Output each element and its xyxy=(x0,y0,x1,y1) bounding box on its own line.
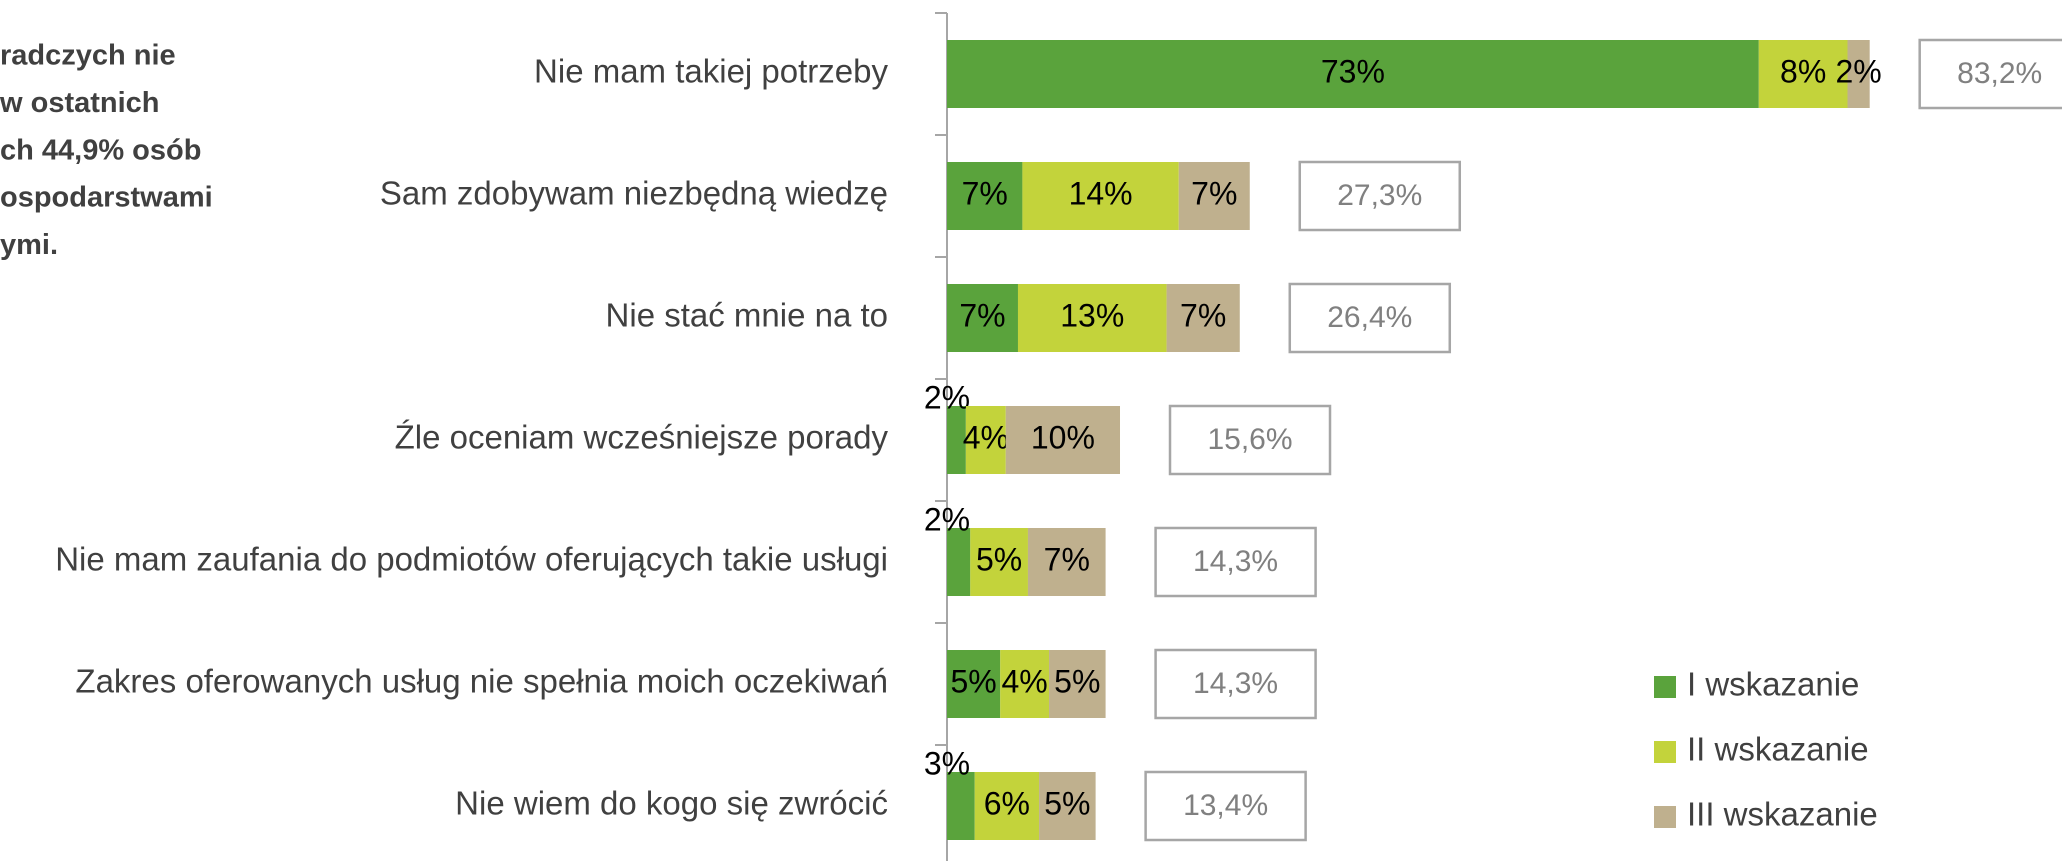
bar-segment xyxy=(970,528,1028,596)
legend-swatch xyxy=(1654,806,1676,828)
value-label: 4% xyxy=(963,419,1009,455)
total-box xyxy=(1154,648,1317,720)
legend-label: III wskazanie xyxy=(1687,796,1878,833)
total-box xyxy=(1154,526,1317,598)
value-label: 6% xyxy=(984,785,1030,821)
value-label: 7% xyxy=(962,175,1008,211)
annotation: ymi. xyxy=(0,229,58,261)
value-label: 8% xyxy=(1780,53,1826,89)
value-label: 5% xyxy=(1044,785,1090,821)
bar-segment xyxy=(1027,528,1106,596)
value-label: 4% xyxy=(1002,663,1048,699)
value-label: 7% xyxy=(959,297,1005,333)
total-label: 83,2% xyxy=(1957,57,2042,90)
total-box xyxy=(1298,160,1462,232)
value-label: 2% xyxy=(924,501,970,537)
bar-segment xyxy=(974,772,1040,840)
value-label: 7% xyxy=(1191,175,1237,211)
bar-segment xyxy=(947,162,1023,230)
bar-segment xyxy=(947,650,1001,718)
value-label: 3% xyxy=(924,745,970,781)
total-label: 26,4% xyxy=(1327,301,1412,334)
legend-swatch xyxy=(1654,676,1676,698)
bar-segment xyxy=(947,406,966,474)
bar-segment xyxy=(947,772,975,840)
bar-segment xyxy=(1758,40,1848,108)
bar-segment xyxy=(947,284,1018,352)
category-label: Nie stać mnie na to xyxy=(606,297,888,334)
total-box xyxy=(1144,770,1307,842)
legend-label: I wskazanie xyxy=(1687,666,1859,703)
legend-label: II wskazanie xyxy=(1687,731,1869,768)
category-label: Nie mam zaufania do podmiotów oferującyc… xyxy=(55,541,888,578)
value-label: 13% xyxy=(1060,297,1124,333)
legend-swatch xyxy=(1654,741,1676,763)
total-label: 15,6% xyxy=(1207,423,1292,456)
category-label: Sam zdobywam niezbędną wiedzę xyxy=(380,175,888,212)
annotation: radczych nie xyxy=(0,40,176,72)
category-label: Źle oceniam wcześniejsze porady xyxy=(395,419,889,456)
annotation: w ostatnich xyxy=(0,87,160,119)
bar-segment xyxy=(947,40,1759,108)
bar-segment xyxy=(1847,40,1870,108)
category-label: Zakres oferowanych usług nie spełnia moi… xyxy=(75,663,888,700)
total-box xyxy=(1918,38,2062,110)
bar-segment xyxy=(1049,650,1106,718)
bar-segment xyxy=(1178,162,1250,230)
value-label: 5% xyxy=(976,541,1022,577)
bar-segment xyxy=(1005,406,1121,474)
bar-segment xyxy=(965,406,1006,474)
bar-segment xyxy=(1166,284,1240,352)
category-label: Nie wiem do kogo się zwrócić xyxy=(455,785,888,822)
value-label: 5% xyxy=(950,663,996,699)
bar-segment xyxy=(1000,650,1050,718)
value-label: 2% xyxy=(924,379,970,415)
bar-segment xyxy=(947,528,971,596)
total-label: 27,3% xyxy=(1337,179,1422,212)
bar-segment xyxy=(1022,162,1179,230)
value-label: 5% xyxy=(1054,663,1100,699)
value-label: 7% xyxy=(1044,541,1090,577)
bar-segment xyxy=(1039,772,1096,840)
category-label: Nie mam takiej potrzeby xyxy=(534,53,888,90)
total-label: 14,3% xyxy=(1193,667,1278,700)
value-label: 10% xyxy=(1031,419,1095,455)
bar-segment xyxy=(1017,284,1167,352)
value-label: 73% xyxy=(1321,53,1385,89)
total-label: 14,3% xyxy=(1193,545,1278,578)
value-label: 7% xyxy=(1180,297,1226,333)
total-box xyxy=(1288,282,1452,354)
annotation: ospodarstwami xyxy=(0,182,213,214)
annotation: ch 44,9% osób xyxy=(0,134,201,166)
value-label: 2% xyxy=(1835,53,1881,89)
total-box xyxy=(1168,404,1332,476)
total-label: 13,4% xyxy=(1183,789,1268,822)
value-label: 14% xyxy=(1069,175,1133,211)
